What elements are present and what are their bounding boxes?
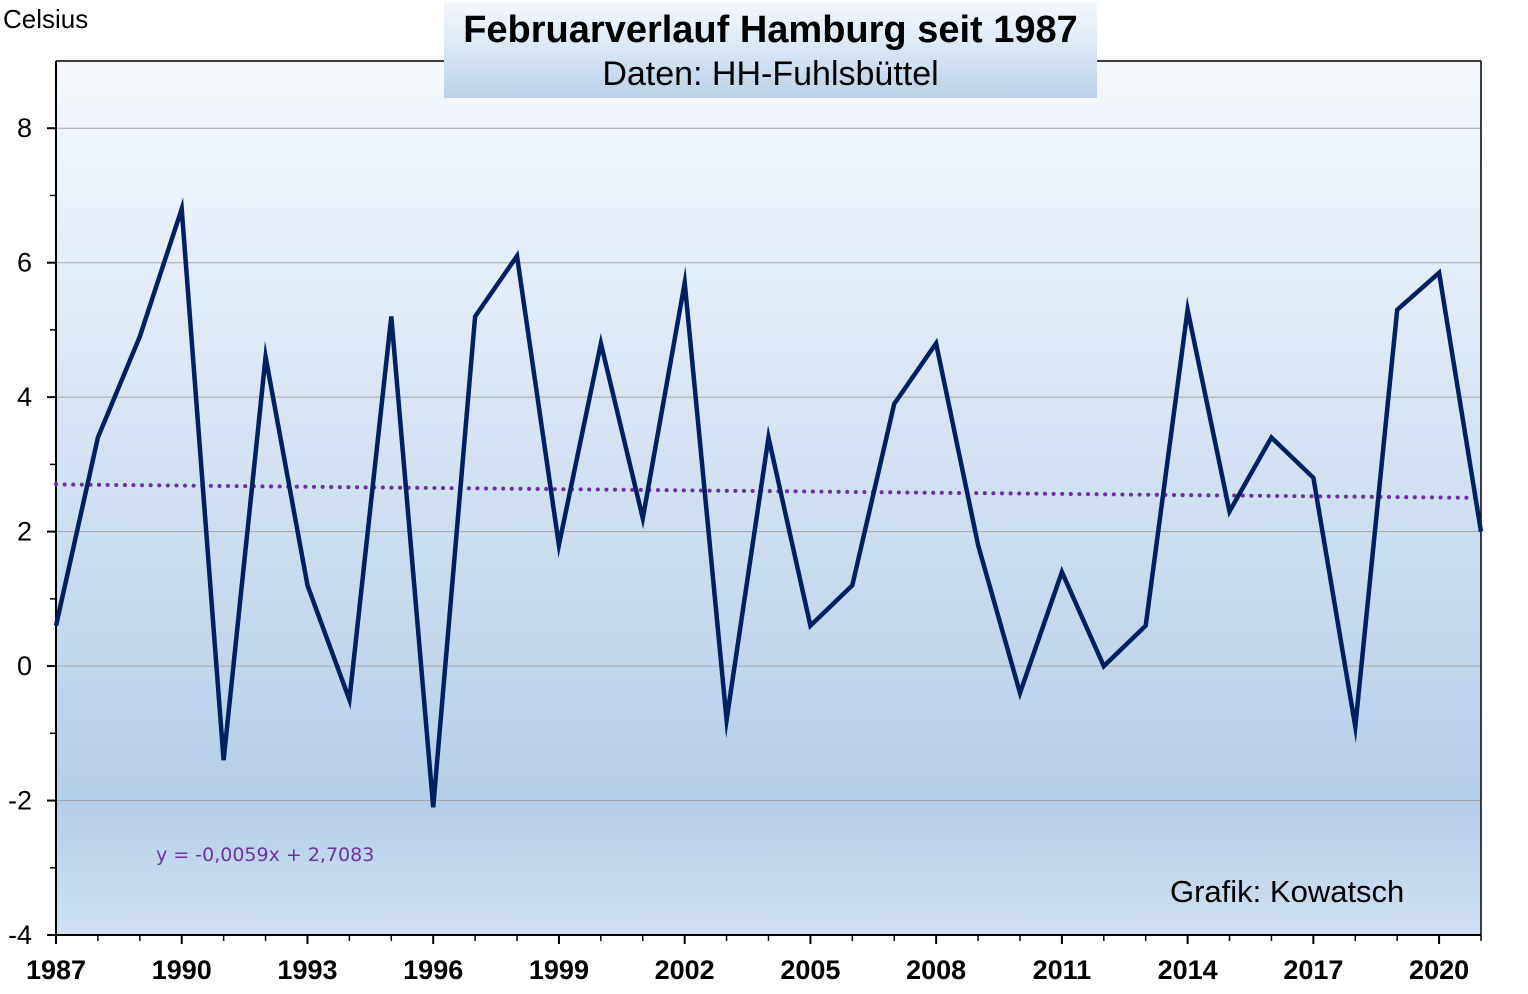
x-tick-label: 2002 <box>655 955 715 985</box>
title-box: Februarverlauf Hamburg seit 1987 Daten: … <box>444 2 1097 98</box>
plot-area <box>56 61 1481 935</box>
chart-credit: Grafik: Kowatsch <box>1170 874 1404 910</box>
y-tick-label: -4 <box>8 920 32 950</box>
y-tick-label: 8 <box>17 113 32 143</box>
x-tick-label: 1987 <box>26 955 86 985</box>
trendline-equation: y = -0,0059x + 2,7083 <box>156 844 374 866</box>
x-tick-label: 2011 <box>1033 955 1092 985</box>
x-tick-label: 2014 <box>1158 955 1218 985</box>
x-tick-label: 2005 <box>780 955 840 985</box>
y-tick-label: 6 <box>17 248 32 278</box>
x-tick-label: 1996 <box>403 955 463 985</box>
y-tick-label: 0 <box>17 651 32 681</box>
y-axis-label: Celsius <box>3 4 88 35</box>
y-tick-label: 4 <box>17 382 32 412</box>
x-tick-label: 2017 <box>1283 955 1343 985</box>
y-tick-label: -2 <box>8 786 32 816</box>
x-tick-label: 2008 <box>906 955 966 985</box>
chart-title: Februarverlauf Hamburg seit 1987 <box>444 2 1097 54</box>
y-tick-label: 2 <box>17 517 32 547</box>
x-tick-label: 2020 <box>1409 955 1469 985</box>
x-tick-label: 1993 <box>277 955 337 985</box>
x-tick-label: 1999 <box>529 955 589 985</box>
chart-subtitle: Daten: HH-Fuhlsbüttel <box>444 54 1097 94</box>
x-tick-label: 1990 <box>152 955 212 985</box>
